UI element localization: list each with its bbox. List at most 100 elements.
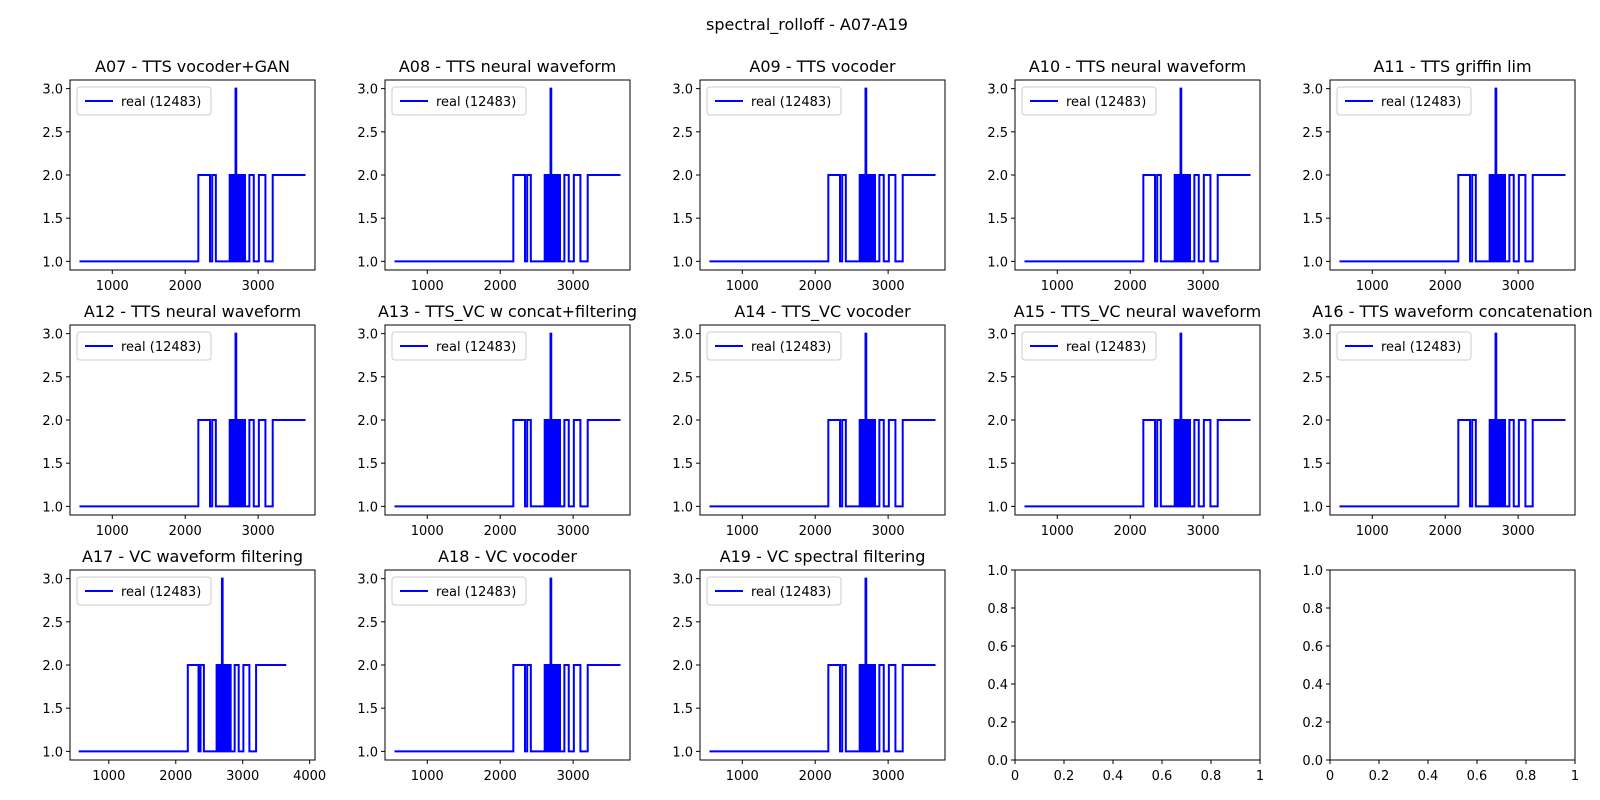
y-tick-label: 2.5	[357, 126, 378, 141]
legend-label: real (12483)	[1066, 340, 1146, 355]
legend: real (12483)	[391, 576, 527, 606]
x-tick-label: 0	[1326, 769, 1334, 784]
x-tick-label: 2000	[484, 279, 517, 294]
x-tick-label: 2000	[169, 524, 202, 539]
subplot-5: A11 - TTS griffin lim 1000 2000 3000 1.0 1.5 2…	[1302, 57, 1576, 294]
y-tick-label: 2.5	[42, 616, 63, 631]
series-line	[394, 87, 621, 263]
legend: real (12483)	[1021, 331, 1157, 361]
x-tick-label: 2000	[484, 524, 517, 539]
x-tick-label: 0	[1011, 769, 1019, 784]
x-tick-label: 3000	[1187, 524, 1220, 539]
y-tick-label: 2.5	[1302, 371, 1323, 386]
legend-label: real (12483)	[121, 585, 201, 600]
legend-label: real (12483)	[121, 95, 201, 110]
y-tick-label: 2.0	[357, 659, 378, 674]
y-tick-label: 1.0	[672, 255, 693, 270]
y-tick-label: 1.5	[672, 457, 693, 472]
x-tick-label: 1000	[411, 769, 444, 784]
y-tick-label: 3.0	[672, 573, 693, 588]
x-tick-label: 0.8	[1516, 769, 1537, 784]
y-tick-label: 3.0	[42, 328, 63, 343]
legend-box	[1021, 86, 1157, 116]
y-tick-label: 1.5	[1302, 212, 1323, 227]
y-tick-label: 2.5	[357, 371, 378, 386]
x-tick-label: 1000	[1041, 524, 1074, 539]
x-tick-label: 1	[1256, 769, 1264, 784]
x-tick-label: 1000	[96, 279, 129, 294]
y-tick-label: 3.0	[357, 328, 378, 343]
series-line	[79, 87, 306, 263]
y-tick-label: 0.6	[1302, 640, 1323, 655]
subplot-6: A12 - TTS neural waveform 1000 2000 3000 1.0…	[42, 302, 316, 539]
axes-frame	[1329, 569, 1576, 761]
subplot-2: A08 - TTS neural waveform 1000 2000 3000 1.0…	[357, 57, 631, 294]
subplot-title: A15 - TTS_VC neural waveform	[1014, 302, 1261, 322]
series-line	[1024, 87, 1251, 263]
subplot-10: A16 - TTS waveform concatenation 1000 2000…	[1302, 302, 1592, 539]
legend: real (12483)	[1021, 86, 1157, 116]
x-tick-label: 0.4	[1418, 769, 1439, 784]
y-tick-label: 2.5	[672, 126, 693, 141]
y-tick-label: 1.5	[672, 212, 693, 227]
subplot-title: A19 - VC spectral filtering	[720, 547, 926, 566]
y-tick-label: 3.0	[1302, 83, 1323, 98]
series-line	[79, 332, 306, 508]
legend-box	[391, 86, 527, 116]
legend-box	[1336, 86, 1472, 116]
y-tick-label: 2.0	[672, 659, 693, 674]
legend: real (12483)	[76, 86, 212, 116]
legend: real (12483)	[706, 576, 842, 606]
y-tick-label: 0.4	[1302, 678, 1323, 693]
legend: real (12483)	[391, 86, 527, 116]
legend-box	[76, 331, 212, 361]
y-tick-label: 1.0	[672, 745, 693, 760]
legend: real (12483)	[76, 576, 212, 606]
x-tick-label: 3000	[242, 524, 275, 539]
x-tick-label: 0.2	[1369, 769, 1390, 784]
x-tick-label: 3000	[872, 524, 905, 539]
x-tick-label: 4000	[293, 769, 326, 784]
y-tick-label: 2.0	[42, 659, 63, 674]
y-tick-label: 3.0	[987, 328, 1008, 343]
x-tick-label: 3000	[1502, 279, 1535, 294]
subplot-11: A17 - VC waveform filtering 1000 2000 3000 4…	[42, 547, 326, 784]
x-tick-label: 0.4	[1103, 769, 1124, 784]
y-tick-label: 2.0	[672, 169, 693, 184]
y-tick-label: 3.0	[42, 83, 63, 98]
x-tick-label: 3000	[872, 279, 905, 294]
legend-label: real (12483)	[1381, 95, 1461, 110]
legend-box	[76, 86, 212, 116]
x-tick-label: 1000	[1356, 524, 1389, 539]
y-tick-label: 1.5	[42, 457, 63, 472]
series-line	[1339, 87, 1566, 263]
subplot-title: A11 - TTS griffin lim	[1373, 57, 1531, 76]
y-tick-label: 3.0	[357, 573, 378, 588]
y-tick-label: 1.5	[357, 212, 378, 227]
subplot-14: 0 0.2 0.4 0.6 0.8 1 0.0 0.2 0.4 0.6 0.8 1.0	[987, 564, 1264, 784]
y-tick-label: 2.0	[1302, 169, 1323, 184]
subplot-title: A07 - TTS vocoder+GAN	[95, 57, 290, 76]
x-tick-label: 1000	[92, 769, 125, 784]
subplot-4: A10 - TTS neural waveform 1000 2000 3000 1.0…	[987, 57, 1261, 294]
legend: real (12483)	[706, 86, 842, 116]
subplot-title: A12 - TTS neural waveform	[84, 302, 301, 321]
x-tick-label: 1000	[726, 279, 759, 294]
subplot-15: 0 0.2 0.4 0.6 0.8 1 0.0 0.2 0.4 0.6 0.8 1.0	[1302, 564, 1579, 784]
y-tick-label: 1.0	[357, 745, 378, 760]
legend: real (12483)	[391, 331, 527, 361]
x-tick-label: 2000	[799, 279, 832, 294]
series-line	[709, 87, 936, 263]
y-tick-label: 1.5	[42, 212, 63, 227]
legend-label: real (12483)	[751, 95, 831, 110]
legend-box	[706, 331, 842, 361]
y-tick-label: 1.0	[987, 255, 1008, 270]
y-tick-label: 2.5	[42, 371, 63, 386]
figure-title: spectral_rolloff - A07-A19	[706, 15, 908, 35]
legend-label: real (12483)	[1381, 340, 1461, 355]
y-tick-label: 1.0	[987, 500, 1008, 515]
subplot-title: A16 - TTS waveform concatenation	[1312, 302, 1592, 321]
x-tick-label: 1000	[1041, 279, 1074, 294]
legend-box	[1336, 331, 1472, 361]
y-tick-label: 1.0	[1302, 564, 1323, 579]
